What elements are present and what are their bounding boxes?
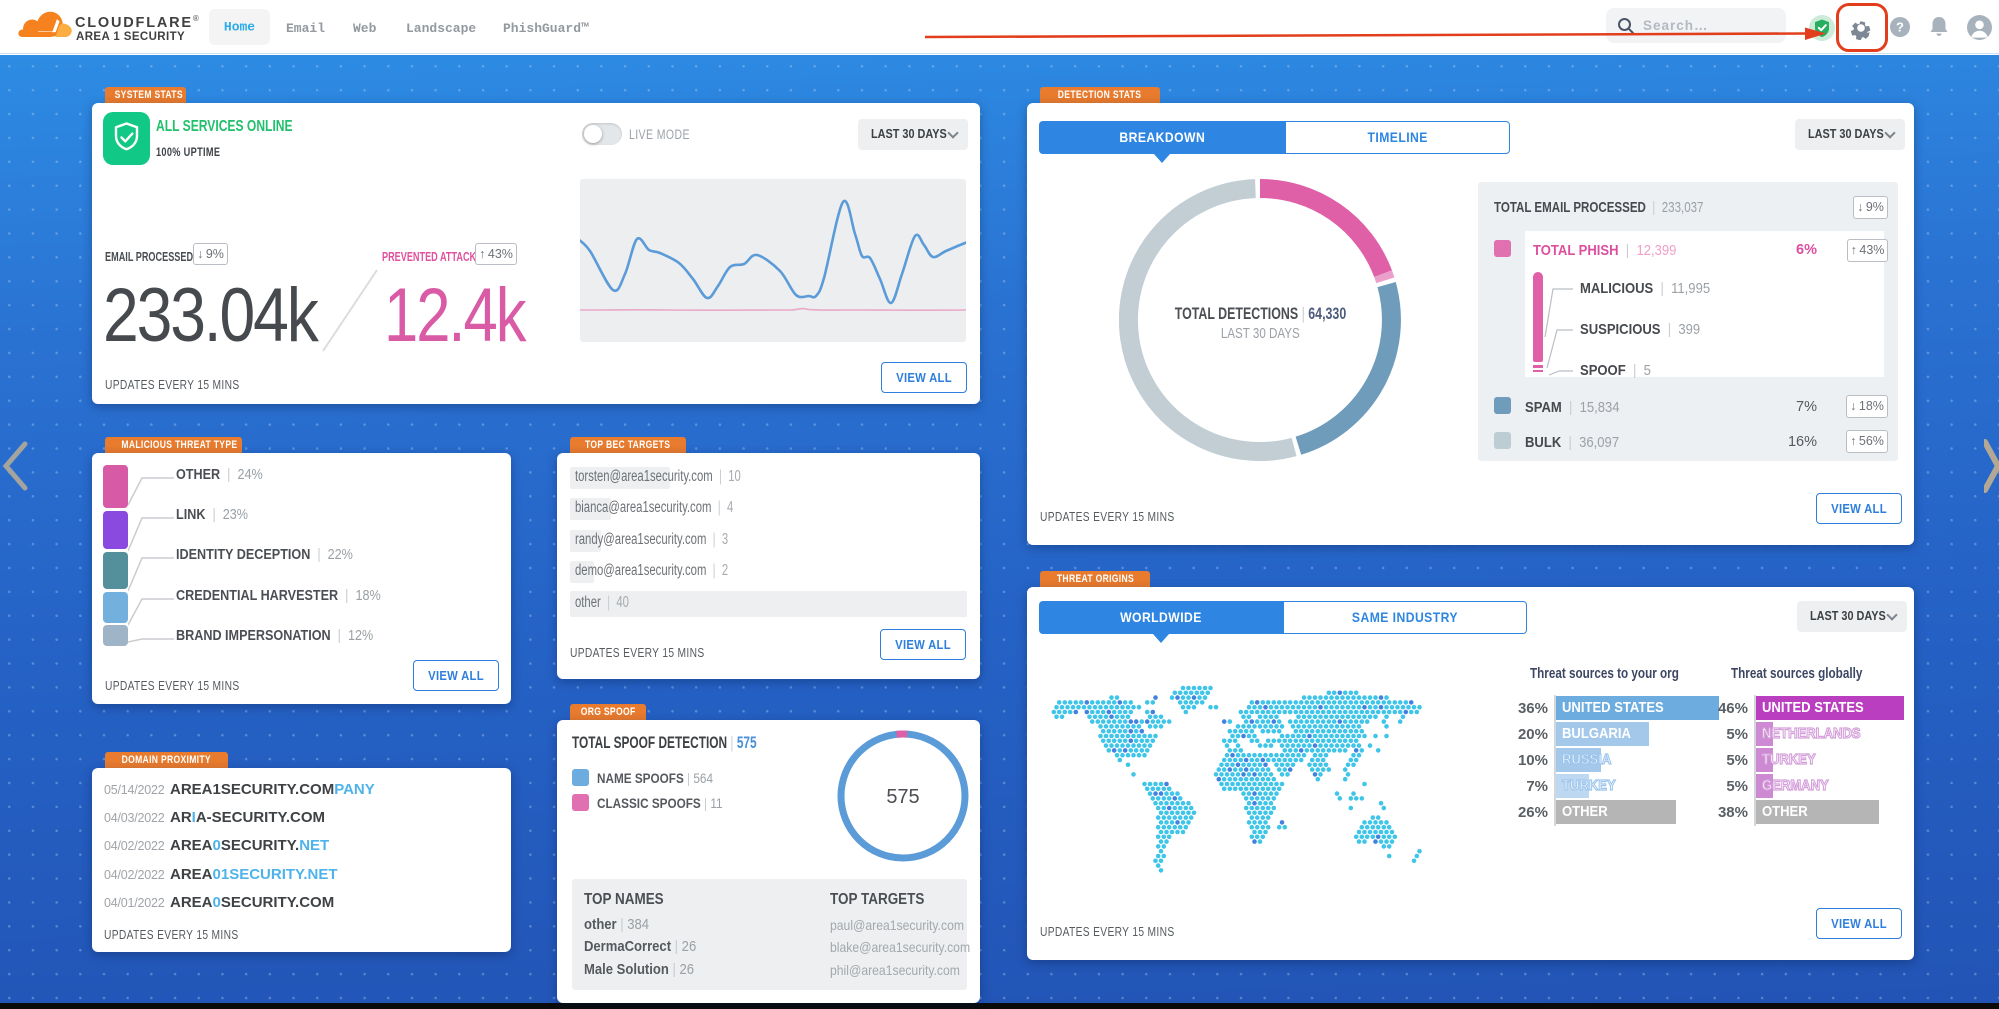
svg-text:575: 575: [886, 786, 919, 808]
svg-text:?: ?: [1896, 20, 1904, 35]
